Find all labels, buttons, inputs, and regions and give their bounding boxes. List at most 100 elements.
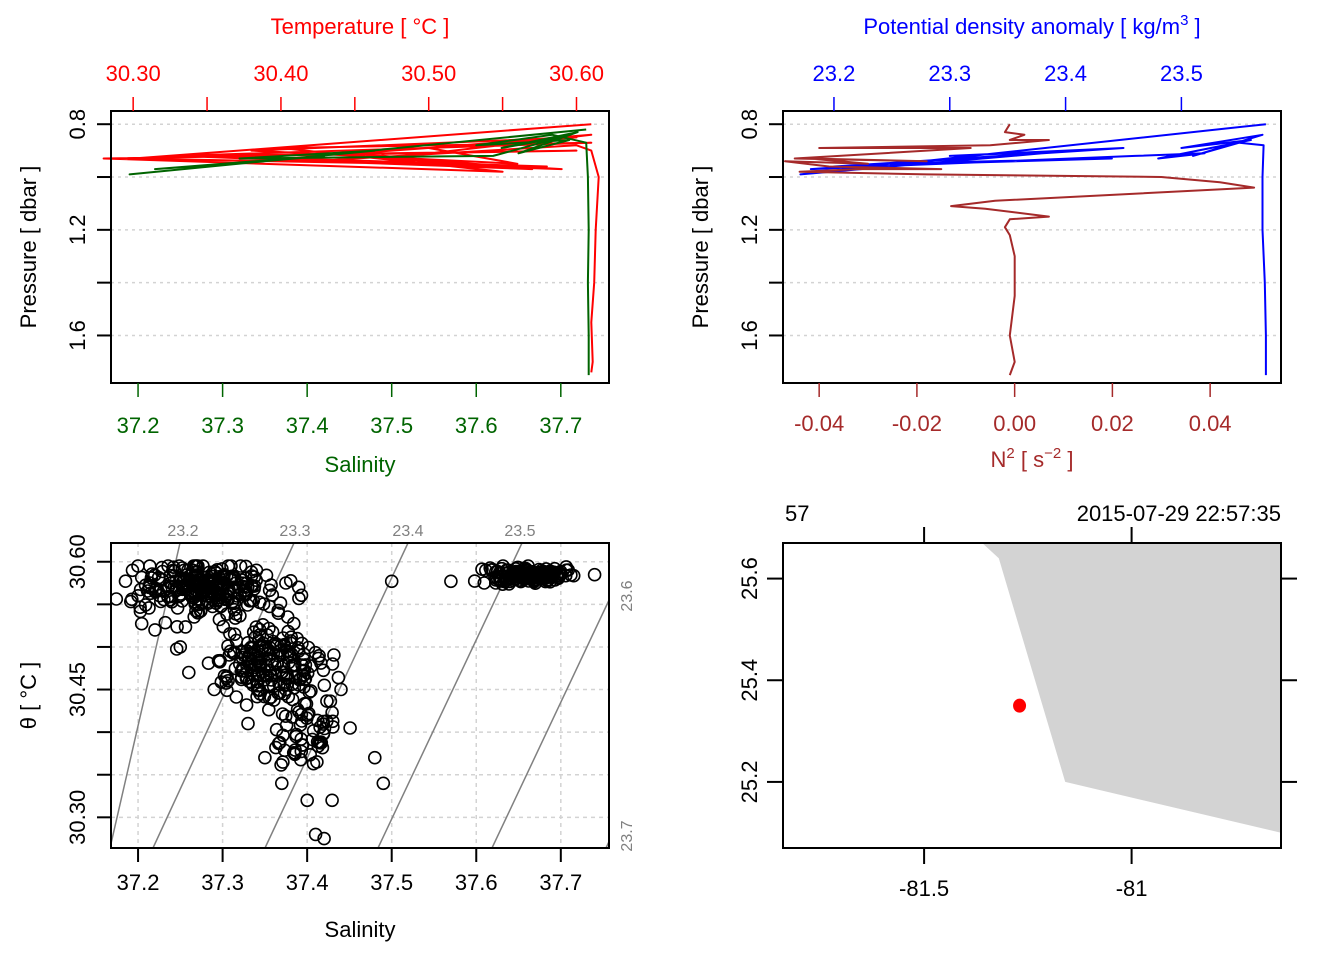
data-point <box>279 718 294 733</box>
data-point <box>142 580 156 595</box>
data-point <box>170 619 184 634</box>
data-point <box>266 634 281 649</box>
data-point <box>178 620 193 634</box>
data-point <box>201 656 216 671</box>
data-point <box>283 573 298 588</box>
isopycnal-label: 23.5 <box>504 523 535 540</box>
data-point <box>195 596 209 611</box>
data-point <box>177 563 191 578</box>
data-point <box>325 705 339 720</box>
data-point <box>158 615 173 630</box>
data-point <box>444 574 458 589</box>
data-point <box>508 568 523 582</box>
data-point <box>270 648 285 663</box>
isopycnal-line <box>377 543 523 848</box>
x-tick-label: 37.6 <box>455 870 498 895</box>
data-point <box>290 631 305 646</box>
data-point <box>467 574 482 588</box>
data-point <box>310 755 324 769</box>
data-point <box>182 665 196 680</box>
data-point <box>219 676 233 690</box>
data-point <box>297 647 311 662</box>
data-point <box>233 608 247 623</box>
data-point <box>543 564 557 578</box>
x-axis-title: Salinity <box>325 452 396 477</box>
data-point <box>376 776 391 791</box>
data-point <box>245 579 260 594</box>
data-point <box>511 560 525 575</box>
data-point <box>269 740 283 755</box>
data-point <box>280 610 295 624</box>
data-point <box>264 668 278 683</box>
data-point <box>367 750 382 765</box>
data-point <box>258 750 272 765</box>
data-point <box>231 580 246 595</box>
x-tick-label: 0.04 <box>1189 411 1232 436</box>
data-point <box>207 682 221 697</box>
x-tick-label: -0.04 <box>794 411 844 436</box>
data-point <box>217 668 232 683</box>
isopycnal-label: 23.3 <box>279 523 310 540</box>
y-axis-title: Pressure [ dbar ] <box>16 166 41 329</box>
data-point <box>295 636 309 651</box>
data-point <box>264 578 278 592</box>
panel-density-n2-profile: 0.8 1.2 1.6 Pressure [ dbar ] -0.04 -0.02 0.00… <box>688 12 1282 472</box>
data-point <box>274 776 289 791</box>
data-point <box>204 589 218 604</box>
data-point <box>252 622 267 637</box>
data-point <box>211 653 226 668</box>
data-point <box>229 690 244 704</box>
data-point <box>118 574 133 589</box>
data-point <box>325 657 340 671</box>
data-point <box>161 589 175 604</box>
plot-frame <box>110 542 610 849</box>
data-point <box>294 588 309 603</box>
data-point <box>238 583 252 597</box>
data-point <box>221 559 236 573</box>
y-tick-label: 25.4 <box>737 659 762 702</box>
data-point <box>320 694 334 708</box>
x-tick-label: 37.2 <box>117 870 160 895</box>
data-point <box>261 702 276 717</box>
data-point <box>297 652 311 667</box>
station-time-label: 2015-07-29 22:57:35 <box>1077 501 1281 526</box>
data-point <box>289 729 303 744</box>
data-point <box>134 616 149 631</box>
panel-temperature-salinity-profile: 0.8 1.2 1.6 Pressure [ dbar ] 37.2 37.3 37.4 37… <box>16 14 610 477</box>
y-tick-label: 1.6 <box>737 320 762 351</box>
data-point <box>175 561 190 575</box>
data-point <box>236 661 250 675</box>
data-point <box>262 599 277 614</box>
y-axis-title: Pressure [ dbar ] <box>688 166 713 329</box>
data-point <box>308 827 323 842</box>
x-tick-label: 37.2 <box>117 413 160 438</box>
data-point <box>291 580 306 595</box>
data-point <box>278 709 293 724</box>
y-tick-label: 25.6 <box>737 557 762 600</box>
x-axis-title: Salinity <box>325 917 396 942</box>
data-point <box>343 721 357 735</box>
data-point <box>300 708 315 722</box>
data-point <box>302 685 317 700</box>
isopycnal-line <box>264 543 409 848</box>
data-point <box>310 735 325 749</box>
data-point <box>304 684 318 698</box>
data-point <box>292 591 306 606</box>
data-point <box>587 567 602 582</box>
x-tick-label: 37.7 <box>539 413 582 438</box>
y-tick-label: 30.60 <box>65 534 90 589</box>
data-point <box>532 566 547 580</box>
x-tick-label: 37.5 <box>370 870 413 895</box>
plot-area <box>111 543 609 848</box>
data-point <box>249 660 263 675</box>
y-tick-label: 0.8 <box>737 109 762 140</box>
data-point <box>317 831 331 846</box>
data-point <box>327 648 341 662</box>
data-point <box>241 716 255 731</box>
top-tick-label: 23.4 <box>1044 61 1087 86</box>
y-tick-label: 1.2 <box>65 215 90 246</box>
y-tick-label: 25.2 <box>737 761 762 804</box>
data-point <box>298 658 313 672</box>
top-tick-label: 23.3 <box>928 61 971 86</box>
